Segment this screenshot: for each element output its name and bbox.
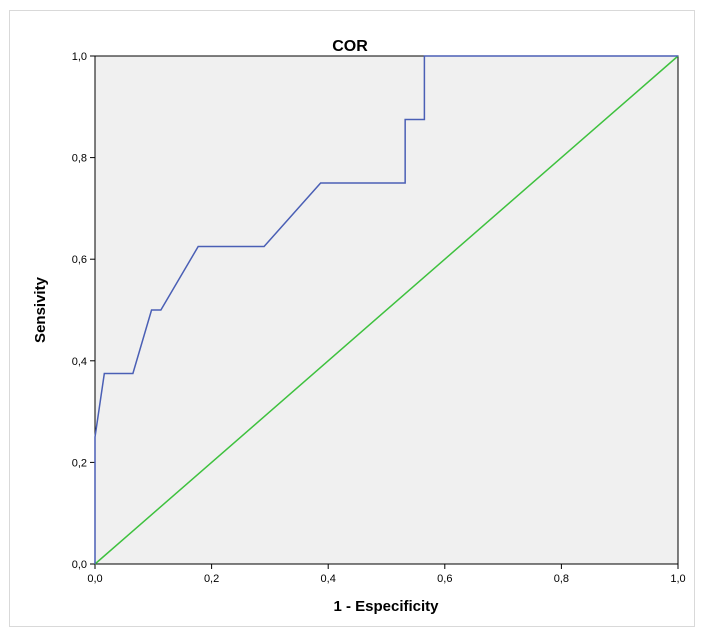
x-tick-label: 0,4 [321, 573, 336, 585]
y-tick-label: 0,4 [72, 356, 87, 368]
chart-title: COR [332, 38, 368, 55]
x-tick-label: 1,0 [670, 573, 685, 585]
reference-diagonal-line [94, 55, 679, 565]
y-tick-label: 0,2 [72, 457, 87, 469]
x-tick-label: 0,6 [437, 573, 452, 585]
series-layer [94, 55, 679, 565]
y-tick-label: 0,8 [72, 153, 87, 165]
y-axis: 0,0 0,2 0,4 0,6 0,8 1,0 [72, 51, 95, 571]
y-tick-label: 1,0 [72, 51, 87, 63]
x-axis: 0,0 0,2 0,4 0,6 0,8 1,0 [87, 564, 686, 585]
x-tick-label: 0,0 [87, 573, 102, 585]
y-tick-label: 0,6 [72, 254, 87, 266]
roc-curve-line [94, 55, 678, 564]
y-tick-label: 0,0 [72, 559, 87, 571]
x-tick-label: 0,8 [554, 573, 569, 585]
x-tick-label: 0,2 [204, 573, 219, 585]
y-axis-label: Sensivity [32, 276, 49, 343]
x-axis-label: 1 - Especificity [333, 598, 439, 615]
